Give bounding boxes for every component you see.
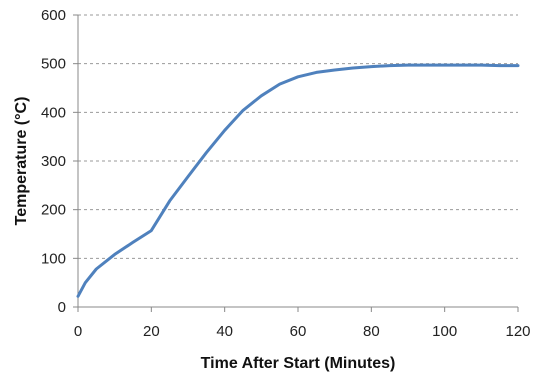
- x-tick-label: 40: [216, 323, 233, 340]
- y-tick-label: 100: [41, 250, 66, 267]
- x-tick-label: 100: [432, 323, 457, 340]
- series-line: [76, 63, 520, 298]
- x-tick-label: 0: [74, 323, 82, 340]
- x-tick-label: 20: [143, 323, 160, 340]
- x-tick-label: 120: [505, 323, 530, 340]
- x-axis-title: Time After Start (Minutes): [201, 355, 396, 372]
- x-tick-label: 80: [363, 323, 380, 340]
- y-tick-labels: 0 100 200 300 400 500 600: [41, 7, 66, 316]
- x-tick-label: 60: [290, 323, 307, 340]
- gridlines: [78, 14, 518, 259]
- y-tick-label: 300: [41, 153, 66, 170]
- y-tick-label: 400: [41, 104, 66, 121]
- y-tick-label: 0: [58, 299, 66, 316]
- y-axis-title: Temperature (°C): [13, 97, 30, 226]
- y-tick-label: 500: [41, 56, 66, 73]
- y-tick-label: 600: [41, 7, 66, 24]
- series-group: [76, 63, 520, 298]
- axes: [73, 14, 519, 312]
- y-tick-label: 200: [41, 202, 66, 219]
- x-tick-labels: 0 20 40 60 80 100 120: [74, 323, 531, 340]
